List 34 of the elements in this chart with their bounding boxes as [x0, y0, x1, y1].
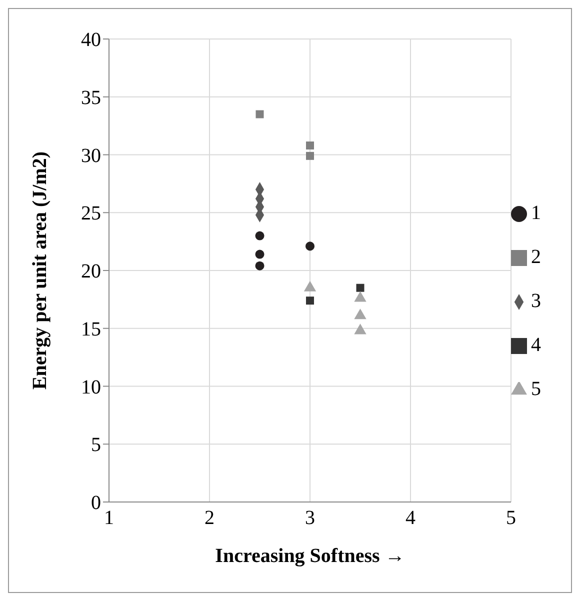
point: [255, 231, 264, 240]
point: [306, 152, 314, 160]
y-tick-label: 35: [81, 86, 101, 109]
x-tick-label: 1: [104, 507, 114, 530]
point: [304, 280, 316, 292]
x-tick-label: 3: [305, 507, 315, 530]
y-tick-label: 30: [81, 144, 101, 167]
legend-label: 4: [531, 334, 541, 356]
point: [255, 250, 264, 259]
y-tick-label: 0: [91, 492, 101, 514]
legend-label: 1: [531, 202, 541, 224]
point: [255, 261, 264, 270]
y-tick-label: 5: [91, 434, 101, 456]
y-tick-label: 15: [81, 318, 101, 340]
point: [356, 284, 364, 292]
legend-label: 2: [531, 246, 541, 268]
legend-label: 5: [531, 378, 541, 400]
y-tick-label: 10: [81, 376, 101, 398]
y-tick-label: 25: [81, 202, 101, 225]
x-axis-title: Increasing Softness →: [215, 545, 405, 567]
x-tick-label: 4: [406, 507, 416, 530]
x-tick-label: 5: [506, 507, 516, 530]
point: [306, 141, 314, 150]
point: [354, 308, 366, 320]
y-tick-label: 40: [81, 29, 101, 52]
point: [354, 291, 366, 302]
point: [305, 242, 315, 251]
legend-label: 3: [531, 290, 541, 312]
point: [306, 296, 314, 305]
point: [354, 324, 366, 334]
y-tick-label: 20: [81, 260, 101, 283]
x-tick-label: 2: [204, 507, 214, 530]
point: [256, 110, 264, 118]
y-axis-title: Energy per unit area (J/m2): [29, 151, 52, 390]
